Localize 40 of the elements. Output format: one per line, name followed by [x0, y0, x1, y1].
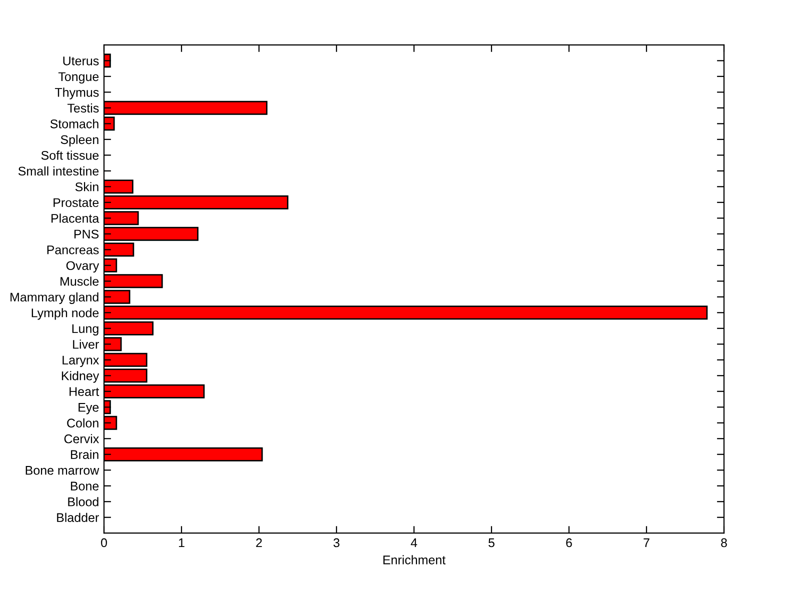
y-tick-label: Brain	[70, 450, 98, 460]
x-tick-label: 1	[178, 538, 184, 548]
y-tick-label: Prostate	[54, 198, 99, 208]
y-tick-label: Tongue	[58, 72, 99, 84]
y-tick-label: Larynx	[62, 356, 100, 368]
x-tick-label: 4	[410, 538, 418, 548]
y-tick-label: Uterus	[63, 56, 99, 66]
y-tick-label: Bladder	[57, 512, 99, 522]
y-tick-label: Testis	[67, 103, 99, 113]
y-tick-label: Thymus	[54, 88, 99, 100]
y-tick-label: Lung	[72, 324, 98, 336]
y-tick-label: Placenta	[52, 214, 100, 223]
y-tick-label: Muscle	[60, 276, 99, 286]
y-tick-label: Cervix	[64, 434, 100, 444]
x-tick-label: 0	[101, 538, 107, 548]
x-tick-label: 6	[566, 538, 572, 548]
y-tick-label: Small intestine	[18, 166, 99, 176]
y-tick-label: PNS	[74, 230, 99, 239]
x-axis-title: Enrichment	[383, 555, 446, 564]
y-tick-label: Blood	[68, 497, 98, 506]
y-tick-label: Colon	[67, 418, 98, 428]
y-tick-label: Ovary	[66, 261, 100, 273]
y-tick-label: Soft tissue	[41, 150, 99, 160]
x-tick-label: 5	[488, 538, 494, 548]
y-tick-label: Stomach	[50, 119, 98, 128]
y-tick-label: Skin	[75, 182, 98, 192]
y-tick-label: Mammary gland	[10, 292, 98, 304]
y-tick-label: Pancreas	[47, 246, 99, 254]
y-tick-label: Liver	[73, 340, 99, 349]
y-tick-label: Bone	[70, 482, 99, 491]
x-tick-label: 3	[334, 538, 340, 548]
x-tick-label: 2	[256, 538, 262, 548]
x-tick-label: 8	[721, 538, 727, 548]
y-tick-label: Heart	[70, 387, 100, 396]
y-tick-label: Lymph node	[32, 308, 99, 320]
y-tick-label: Kidney	[62, 371, 100, 383]
y-tick-label: Bone marrow	[26, 466, 100, 475]
y-tick-label: Spleen	[60, 134, 98, 147]
x-tick-label: 7	[644, 538, 650, 548]
y-tick-label: Eye	[78, 403, 99, 414]
